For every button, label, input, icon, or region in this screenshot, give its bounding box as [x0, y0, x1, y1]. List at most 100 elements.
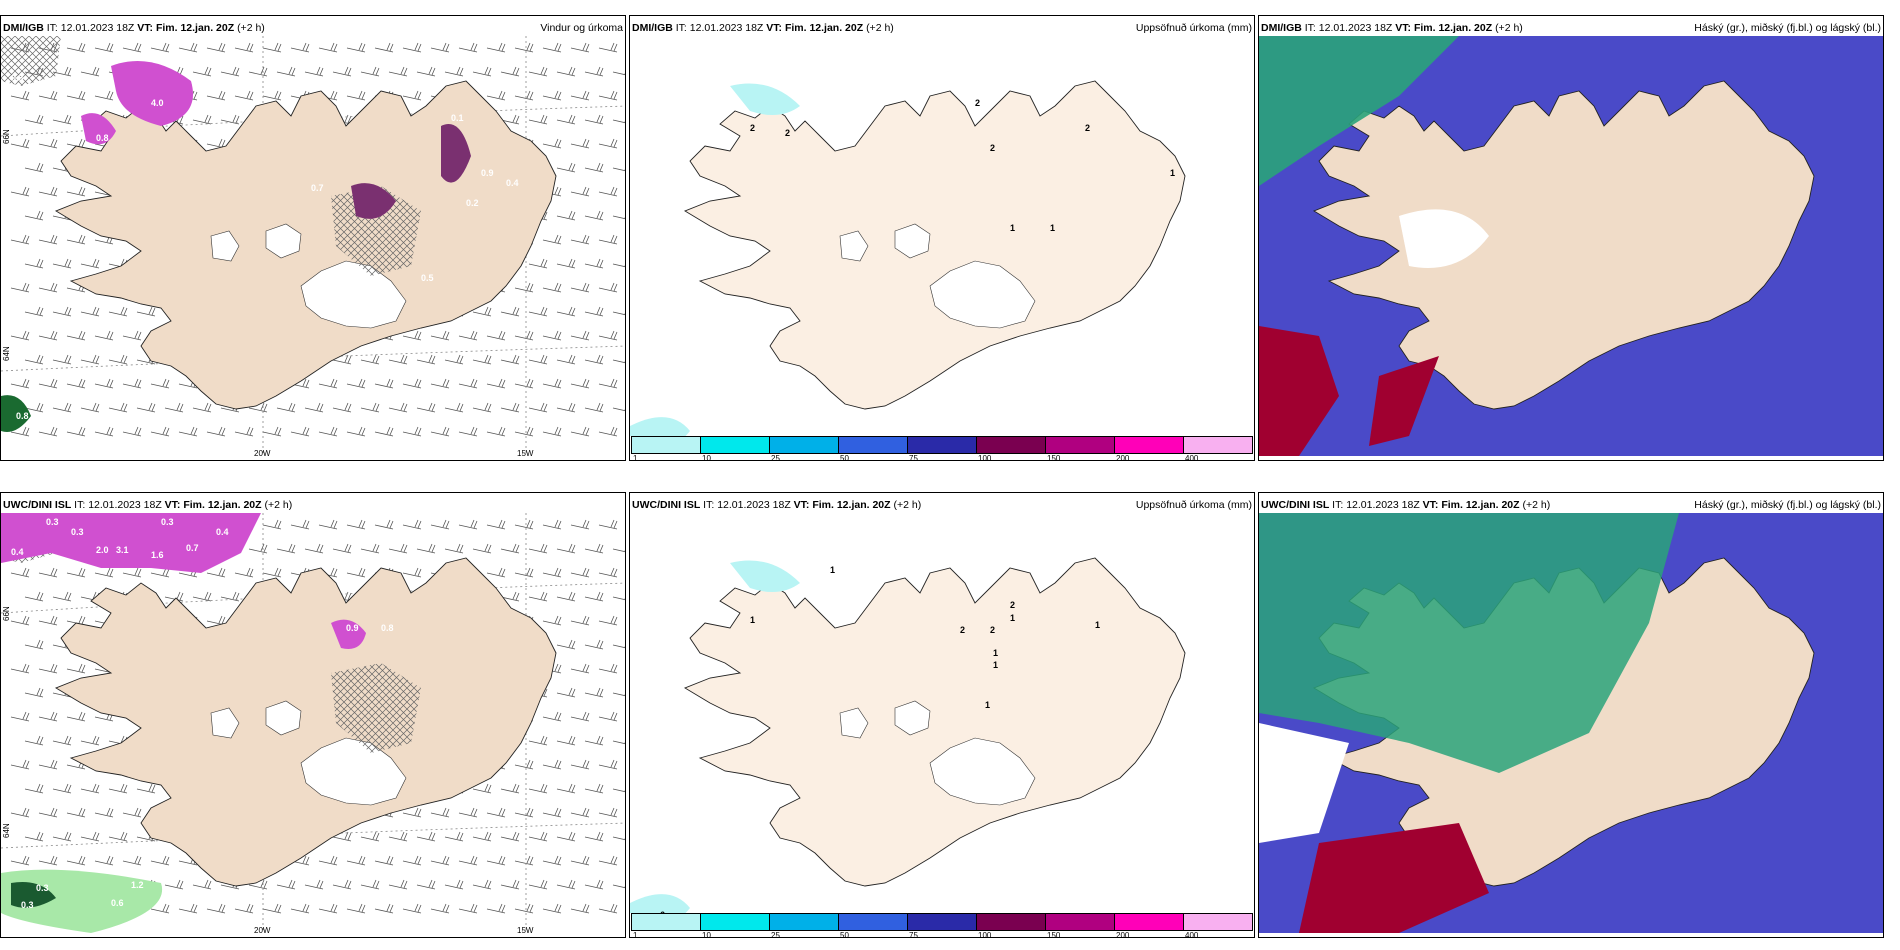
precip-label: 1.6 [151, 550, 164, 560]
accum-label: 2 [1085, 123, 1090, 133]
init-time-label: IT: [703, 499, 715, 511]
model-name: DMI/IGB [1261, 22, 1302, 34]
panel-header: DMI/IGB IT: 12.01.2023 18Z VT: Fim. 12.j… [3, 20, 623, 36]
init-time: 12.01.2023 18Z [717, 499, 791, 511]
iceland-coastline [54, 80, 557, 410]
accum-area [630, 894, 690, 913]
init-time: 12.01.2023 18Z [1346, 499, 1420, 511]
model-name: DMI/IGB [3, 22, 44, 34]
glacier-langjokull [210, 230, 240, 262]
glacier-hofsjokull [894, 700, 931, 736]
accum-label: 1 [750, 615, 755, 625]
colorbar-tick: 400 [1185, 454, 1199, 461]
precip-area [111, 61, 193, 126]
panel-title: Vindur og úrkoma [540, 22, 623, 34]
accum-label: 2 [1010, 600, 1015, 610]
colorbar-tick: 200 [1116, 454, 1130, 461]
accum-label: 2 [750, 123, 755, 133]
precip-label: 0.4 [216, 527, 229, 537]
colorbar-tick: 100 [978, 454, 992, 461]
panel-header: UWC/DINI ISL IT: 12.01.2023 18Z VT: Fim.… [632, 497, 1252, 513]
colorbar-tick: 75 [909, 454, 918, 461]
colorbar-swatch [1046, 437, 1115, 453]
init-time: 12.01.2023 18Z [1318, 22, 1393, 34]
accum-label: 1 [993, 648, 998, 658]
model-name: UWC/DINI ISL [632, 499, 701, 511]
colorbar-swatch [770, 914, 839, 930]
precip-label: 0.3 [46, 517, 59, 527]
accum-label: 1 [1010, 223, 1015, 233]
valid-time: Fim. 12.jan. 20Z [1413, 22, 1493, 34]
hatched-area [1, 36, 61, 86]
init-time: 12.01.2023 18Z [689, 22, 764, 34]
map-canvas [1259, 513, 1883, 933]
panel-header: DMI/IGB IT: 12.01.2023 18Z VT: Fim. 12.j… [1261, 20, 1881, 36]
colorbar-swatch [1115, 914, 1184, 930]
precip-label: 0.1 [451, 113, 464, 123]
valid-time-label: VT: [1395, 22, 1412, 34]
glacier-langjokull [210, 707, 240, 739]
precip-label: 0.3 [71, 527, 84, 537]
precip-area [11, 882, 56, 908]
valid-time-label: VT: [793, 499, 810, 511]
high-cloud-layer [1259, 36, 1459, 186]
hatched-area [331, 186, 421, 276]
valid-time-label: VT: [137, 22, 154, 34]
precip-label: 0.9 [346, 623, 359, 633]
panel-accum-precip-dmi: DMI/IGB IT: 12.01.2023 18Z VT: Fim. 12.j… [629, 15, 1255, 461]
precip-label: 0.8 [96, 133, 109, 143]
valid-time-label: VT: [1422, 499, 1439, 511]
clear-area [1259, 723, 1349, 843]
panel-title: Uppsöfnuð úrkoma (mm) [1135, 22, 1252, 34]
colorbar-swatch [977, 437, 1046, 453]
map-canvas: 112221111163 [630, 557, 1186, 913]
valid-time: Fim. 12.jan. 20Z [784, 22, 864, 34]
lead-time: (+2 h) [1495, 22, 1523, 34]
valid-time-label: VT: [164, 499, 181, 511]
colorbar-swatch [701, 914, 770, 930]
precip-label: 0.3 [11, 73, 24, 83]
precip-area [441, 124, 471, 183]
precip-label: 0.7 [186, 543, 199, 553]
colorbar-tick: 150 [1047, 454, 1061, 461]
lead-time: (+2 h) [237, 22, 265, 34]
colorbar-swatch [1184, 914, 1252, 930]
precip-label: 0.9 [481, 168, 494, 178]
accum-label: 2 [785, 128, 790, 138]
accum-label: 1 [1010, 613, 1015, 623]
accum-label: 1 [1170, 168, 1175, 178]
colorbar-tick: 25 [771, 931, 780, 938]
lon-label-15w: 15W [517, 449, 534, 458]
colorbar-swatch [770, 437, 839, 453]
panel-header: UWC/DINI ISL IT: 12.01.2023 18Z VT: Fim.… [3, 497, 623, 513]
panel-wind-precip-dmi: DMI/IGB IT: 12.01.2023 18Z VT: Fim. 12.j… [0, 15, 626, 461]
init-time: 12.01.2023 18Z [60, 22, 135, 34]
colorbar-swatch [908, 437, 977, 453]
lat-label-66n: 66N [2, 606, 11, 621]
accum-area [630, 417, 690, 436]
clear-area [1399, 209, 1489, 268]
colorbar-tick: 25 [771, 454, 780, 461]
precip-label: 0.3 [161, 517, 174, 527]
colorbar-swatch [1046, 914, 1115, 930]
mid-cloud-layer [1369, 356, 1439, 446]
lead-time: (+2 h) [866, 22, 894, 34]
accum-label: 6 [660, 910, 665, 913]
lat-label-64n: 64N [2, 346, 11, 361]
precip-label: 0.5 [421, 273, 434, 283]
precip-area [1, 513, 261, 573]
accum-label: 2 [960, 625, 965, 635]
accum-area [730, 83, 800, 115]
colorbar: 1 10 25 50 75 100 150 200 400 [631, 436, 1253, 460]
valid-time: Fim. 12.jan. 20Z [183, 499, 262, 511]
precip-area [1, 869, 163, 933]
colorbar-tick: 10 [702, 931, 711, 938]
colorbar-tick: 10 [702, 454, 711, 461]
glacier-vatnajokull [300, 737, 407, 806]
glacier-vatnajokull [929, 260, 1036, 329]
precip-area [331, 619, 366, 649]
iceland-coastline [54, 557, 557, 887]
glacier-langjokull [839, 707, 869, 739]
colorbar-tick: 150 [1047, 931, 1061, 938]
precip-label: 0.6 [111, 898, 124, 908]
